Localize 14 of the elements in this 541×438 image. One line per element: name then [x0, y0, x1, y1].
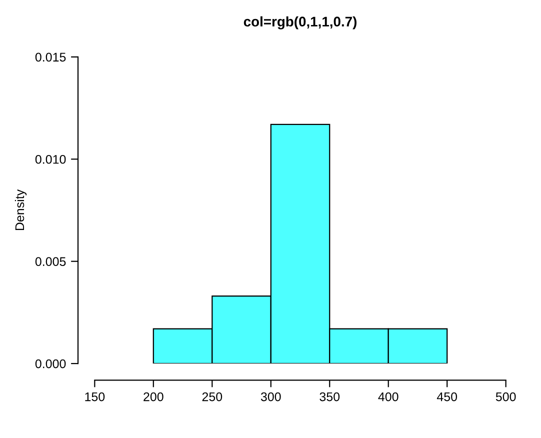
y-tick-label: 0.015 — [35, 52, 66, 62]
y-tick-label: 0.005 — [35, 257, 66, 266]
x-tick-label: 450 — [436, 392, 458, 402]
y-axis-title: Density — [14, 189, 27, 230]
x-tick-label: 350 — [320, 392, 340, 402]
x-tick-label: 250 — [202, 392, 222, 402]
x-tick-label: 500 — [496, 392, 516, 402]
x-tick-label: 400 — [378, 392, 398, 402]
y-tick-label: 0.010 — [35, 154, 66, 164]
x-tick-label: 200 — [144, 392, 164, 402]
x-tick-label: 150 — [85, 392, 105, 402]
y-tick-label: 0.000 — [35, 359, 66, 368]
x-tick-label: 300 — [260, 392, 281, 402]
chart-title: col=rgb(0,1,1,0.7) — [244, 16, 356, 30]
